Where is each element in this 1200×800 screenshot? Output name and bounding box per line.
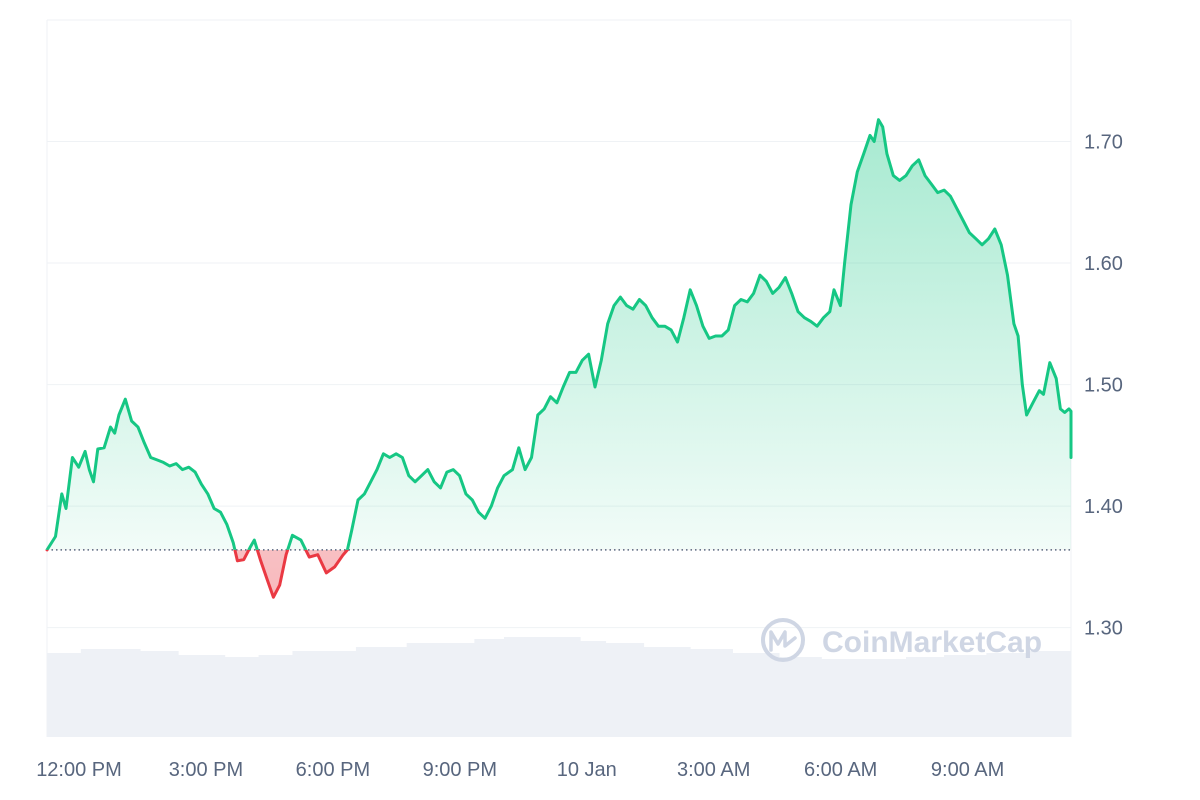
x-tick-label: 3:00 AM <box>677 759 750 781</box>
volume-bar <box>986 653 1030 737</box>
volume-bar <box>944 655 987 737</box>
y-tick-label: 1.50 <box>1084 375 1123 397</box>
volume-bar <box>178 655 226 737</box>
watermark-text: CoinMarketCap <box>822 626 1042 659</box>
volume-bar <box>503 637 581 737</box>
volume-bar <box>605 643 645 737</box>
coinmarketcap-logo-icon <box>761 618 805 662</box>
volume-bar <box>406 643 475 737</box>
coinmarketcap-watermark: CoinMarketCap <box>761 618 1042 662</box>
x-tick-label: 9:00 AM <box>931 759 1004 781</box>
volume-bar <box>140 651 179 737</box>
volume-bar <box>732 653 780 737</box>
volume-bar <box>474 639 505 737</box>
x-tick-label: 10 Jan <box>557 759 617 781</box>
x-tick-label: 6:00 PM <box>296 759 370 781</box>
volume-bar <box>821 659 865 737</box>
volume-bar <box>224 657 260 737</box>
volume-bar <box>690 649 733 737</box>
volume-bar <box>863 659 907 737</box>
volume-bar <box>1071 649 1072 737</box>
volume-bar <box>258 655 293 737</box>
y-tick-label: 1.30 <box>1084 618 1123 640</box>
volume-bar <box>580 641 607 737</box>
y-tick-label: 1.60 <box>1084 253 1123 275</box>
y-tick-label: 1.70 <box>1084 132 1123 154</box>
volume-bar <box>80 649 141 737</box>
x-tick-label: 3:00 PM <box>169 759 243 781</box>
volume-bar <box>1028 651 1072 737</box>
volume-bar <box>47 653 82 737</box>
volume-bar <box>355 647 408 737</box>
volume-bars <box>47 637 1072 737</box>
x-tick-label: 6:00 AM <box>804 759 877 781</box>
price-area-up <box>47 119 1071 550</box>
volume-bar <box>292 651 357 737</box>
volume-bar <box>779 657 822 737</box>
x-tick-label: 12:00 PM <box>36 759 122 781</box>
y-axis: 1.30 1.40 1.50 1.60 1.70 <box>1084 132 1123 640</box>
volume-bar <box>643 647 691 737</box>
x-tick-label: 9:00 PM <box>423 759 497 781</box>
price-line-up <box>45 118 1073 550</box>
y-tick-label: 1.40 <box>1084 496 1123 518</box>
volume-bar <box>905 657 945 737</box>
x-axis: 12:00 PM 3:00 PM 6:00 PM 9:00 PM 10 Jan 3:00 … <box>36 759 1004 781</box>
